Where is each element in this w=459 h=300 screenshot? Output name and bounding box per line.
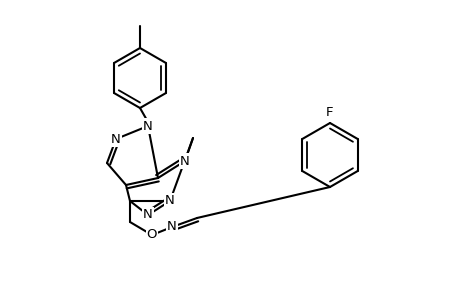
Text: N: N: [143, 119, 152, 133]
Text: N: N: [111, 133, 121, 146]
Text: N: N: [167, 220, 177, 233]
Text: O: O: [146, 229, 157, 242]
Text: N: N: [180, 154, 190, 167]
Text: N: N: [143, 208, 152, 221]
Text: F: F: [325, 106, 333, 118]
Text: N: N: [165, 194, 174, 208]
